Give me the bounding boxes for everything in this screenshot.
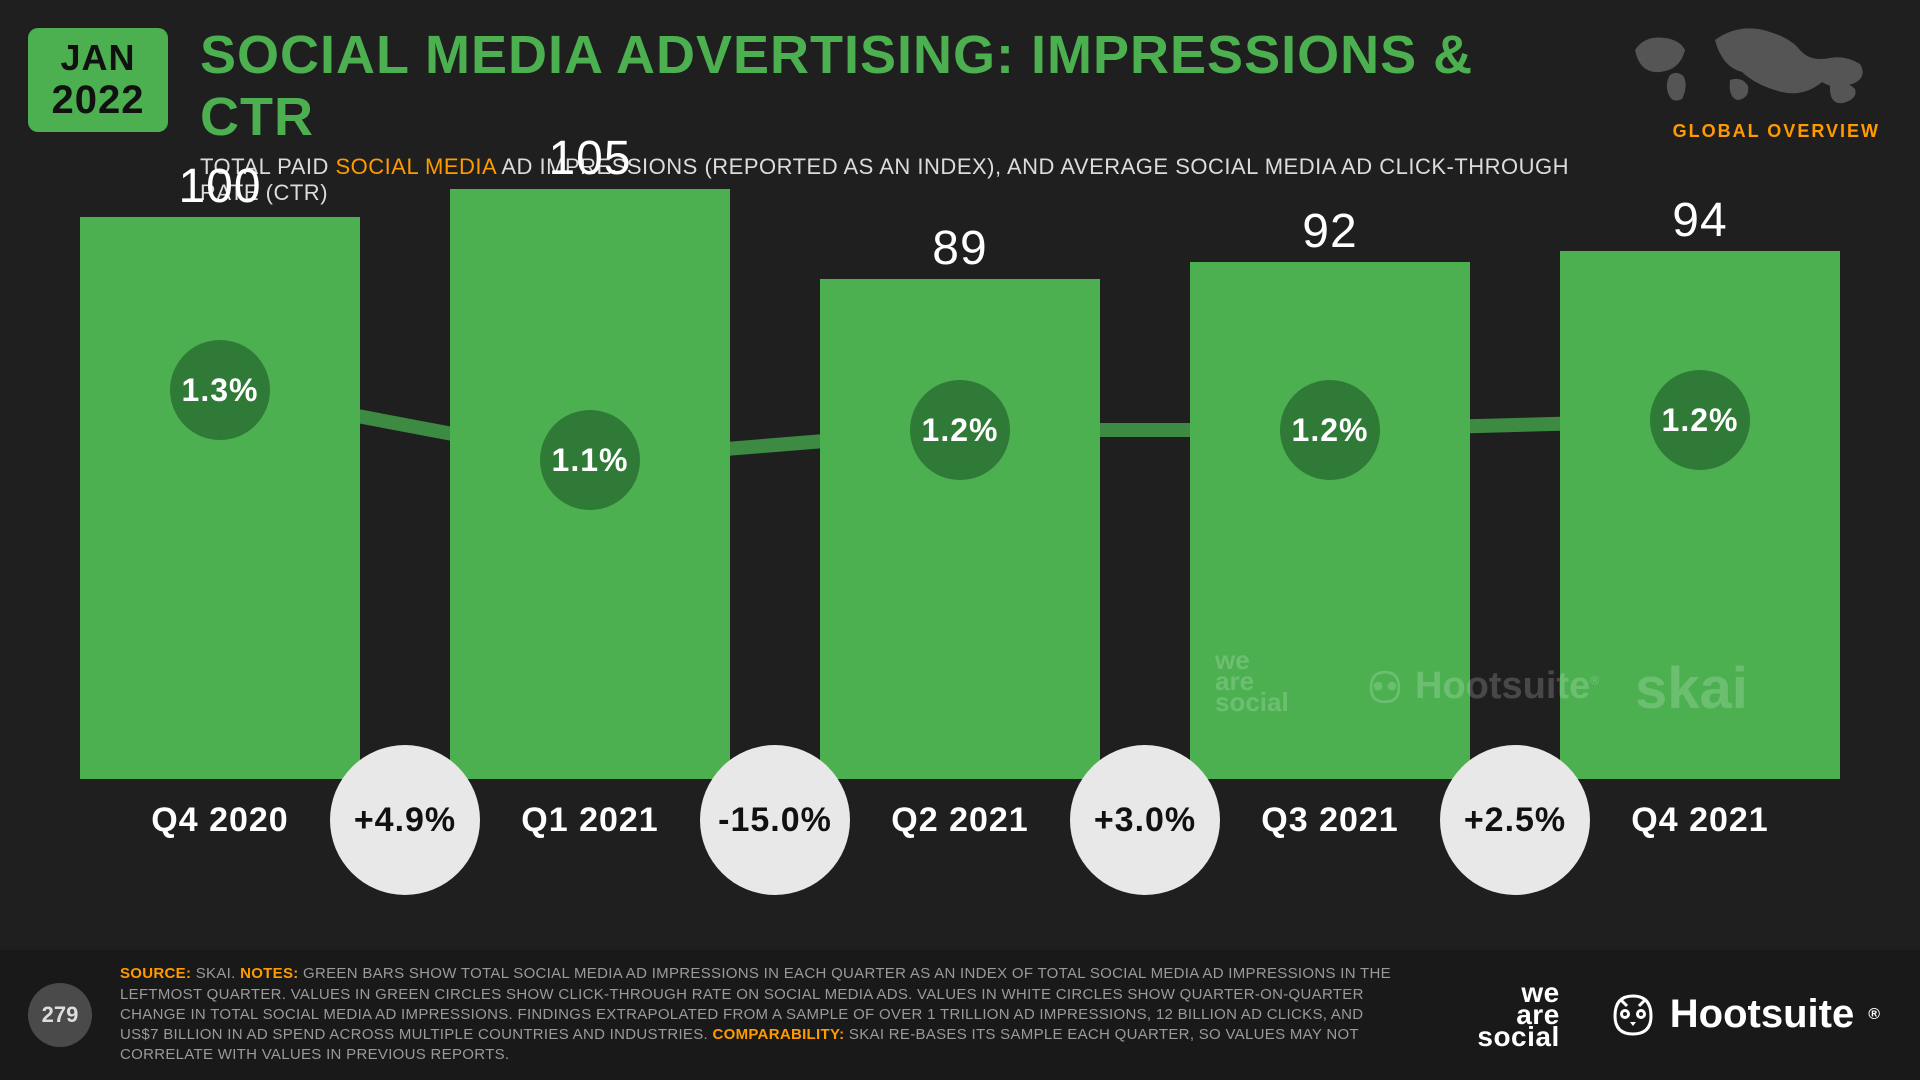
- world-map-icon: [1620, 20, 1880, 110]
- impressions-bar: 100: [80, 217, 360, 779]
- bar-label: Q1 2021: [521, 801, 658, 840]
- delta-marker: +2.5%: [1440, 745, 1590, 895]
- ctr-marker: 1.3%: [170, 340, 270, 440]
- was-line3: social: [1477, 1026, 1559, 1048]
- page-title: SOCIAL MEDIA ADVERTISING: IMPRESSIONS & …: [200, 24, 1580, 148]
- delta-marker: +4.9%: [330, 745, 480, 895]
- ctr-marker: 1.2%: [1280, 380, 1380, 480]
- source-text: SKAI.: [191, 965, 240, 982]
- impressions-bar: 89: [820, 279, 1100, 779]
- watermark: wearesocial: [1215, 650, 1289, 712]
- date-year: 2022: [52, 80, 145, 120]
- bar-value: 105: [450, 131, 730, 186]
- ctr-marker: 1.2%: [1650, 370, 1750, 470]
- bar-label: Q4 2021: [1631, 801, 1768, 840]
- ctr-marker: 1.1%: [540, 410, 640, 510]
- delta-marker: -15.0%: [700, 745, 850, 895]
- watermark: skai: [1635, 655, 1748, 722]
- date-month: JAN: [60, 40, 135, 76]
- date-badge: JAN 2022: [28, 28, 168, 132]
- bar-slot: 105Q1 2021: [450, 189, 730, 840]
- bar-slot: 100 Q4 2020: [80, 217, 360, 840]
- notes-label: NOTES:: [240, 965, 298, 982]
- bar-value: 92: [1190, 204, 1470, 259]
- bar-label: Q4 2020: [151, 801, 288, 840]
- hootsuite-text: Hootsuite: [1670, 992, 1854, 1037]
- globe-label: GLOBAL OVERVIEW: [1620, 121, 1880, 142]
- bar-value: 94: [1560, 193, 1840, 248]
- comp-label: COMPARABILITY:: [712, 1026, 844, 1043]
- bar-label: Q3 2021: [1261, 801, 1398, 840]
- hootsuite-reg: ®: [1868, 1006, 1880, 1024]
- bar-label: Q2 2021: [891, 801, 1028, 840]
- impressions-ctr-chart: 100 Q4 2020 1.3% 105Q1 20211.1% 89 Q2 2021 1.2…: [80, 180, 1840, 900]
- bar-value: 89: [820, 221, 1100, 276]
- watermark: Hootsuite®: [1365, 665, 1599, 708]
- globe-block: GLOBAL OVERVIEW: [1620, 20, 1880, 142]
- source-label: SOURCE:: [120, 965, 191, 982]
- delta-marker: +3.0%: [1070, 745, 1220, 895]
- bar-slot: 89 Q2 2021: [820, 279, 1100, 840]
- footer-notes: SOURCE: SKAI. NOTES: GREEN BARS SHOW TOT…: [120, 964, 1400, 1065]
- title-block: SOCIAL MEDIA ADVERTISING: IMPRESSIONS & …: [200, 24, 1580, 206]
- footer-brands: we are social Hootsuite ®: [1477, 982, 1880, 1047]
- wearesocial-logo: we are social: [1477, 982, 1559, 1047]
- bar-slot: 94Q4 2021: [1560, 251, 1840, 840]
- hootsuite-logo: Hootsuite ®: [1610, 992, 1880, 1038]
- owl-icon: [1610, 992, 1656, 1038]
- ctr-marker: 1.2%: [910, 380, 1010, 480]
- bar-slot: 92Q3 2021: [1190, 262, 1470, 840]
- page-number: 279: [28, 983, 92, 1047]
- footer: 279 SOURCE: SKAI. NOTES: GREEN BARS SHOW…: [0, 950, 1920, 1080]
- bar-value: 100: [80, 159, 360, 214]
